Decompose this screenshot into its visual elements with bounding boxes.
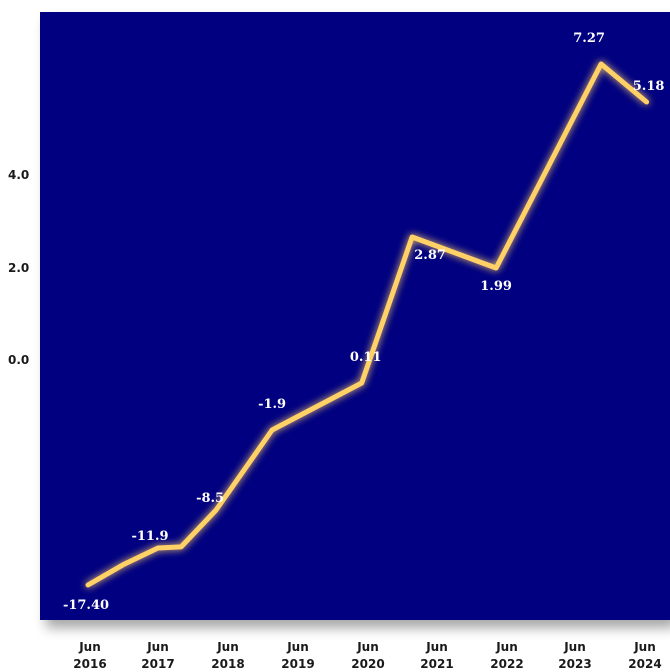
x-tick-label: Jun 2021 (420, 640, 453, 671)
x-tick-label: Jun 2022 (490, 640, 523, 671)
y-tick-label: 2.0 (8, 261, 29, 275)
data-label: 1.99 (480, 279, 512, 294)
x-tick-label: Jun 2016 (73, 640, 106, 671)
data-label: 7.27 (573, 31, 605, 46)
x-tick-label: Jun 2024 (628, 640, 661, 671)
x-tick-label: Jun 2018 (211, 640, 244, 671)
x-tick-label: Jun 2020 (351, 640, 384, 671)
y-tick-label: 0.0 (8, 353, 29, 367)
series-line (85, 61, 650, 588)
x-tick-label: Jun 2017 (141, 640, 174, 671)
data-label: -8.5 (196, 491, 224, 506)
data-label: 2.87 (414, 248, 446, 263)
y-tick-label: 4.0 (8, 168, 29, 182)
data-labels: -17.40 -11.9 -8.5 -1.9 0.11 2.87 1.99 7.27 5.18 (63, 31, 664, 613)
data-label: -1.9 (258, 397, 286, 412)
x-tick-label: Jun 2019 (281, 640, 314, 671)
data-label: 5.18 (633, 79, 665, 94)
x-tick-label: Jun 2023 (558, 640, 591, 671)
data-label: -11.9 (131, 529, 168, 544)
data-label: -17.40 (63, 598, 109, 613)
plot-background (40, 12, 670, 620)
x-axis-ticks: Jun 2016 Jun 2017 Jun 2018 Jun 2019 Jun 2020 Jun 20… (73, 640, 661, 671)
y-axis-ticks: 4.0 2.0 0.0 (8, 168, 29, 367)
data-label: 0.11 (350, 350, 382, 365)
